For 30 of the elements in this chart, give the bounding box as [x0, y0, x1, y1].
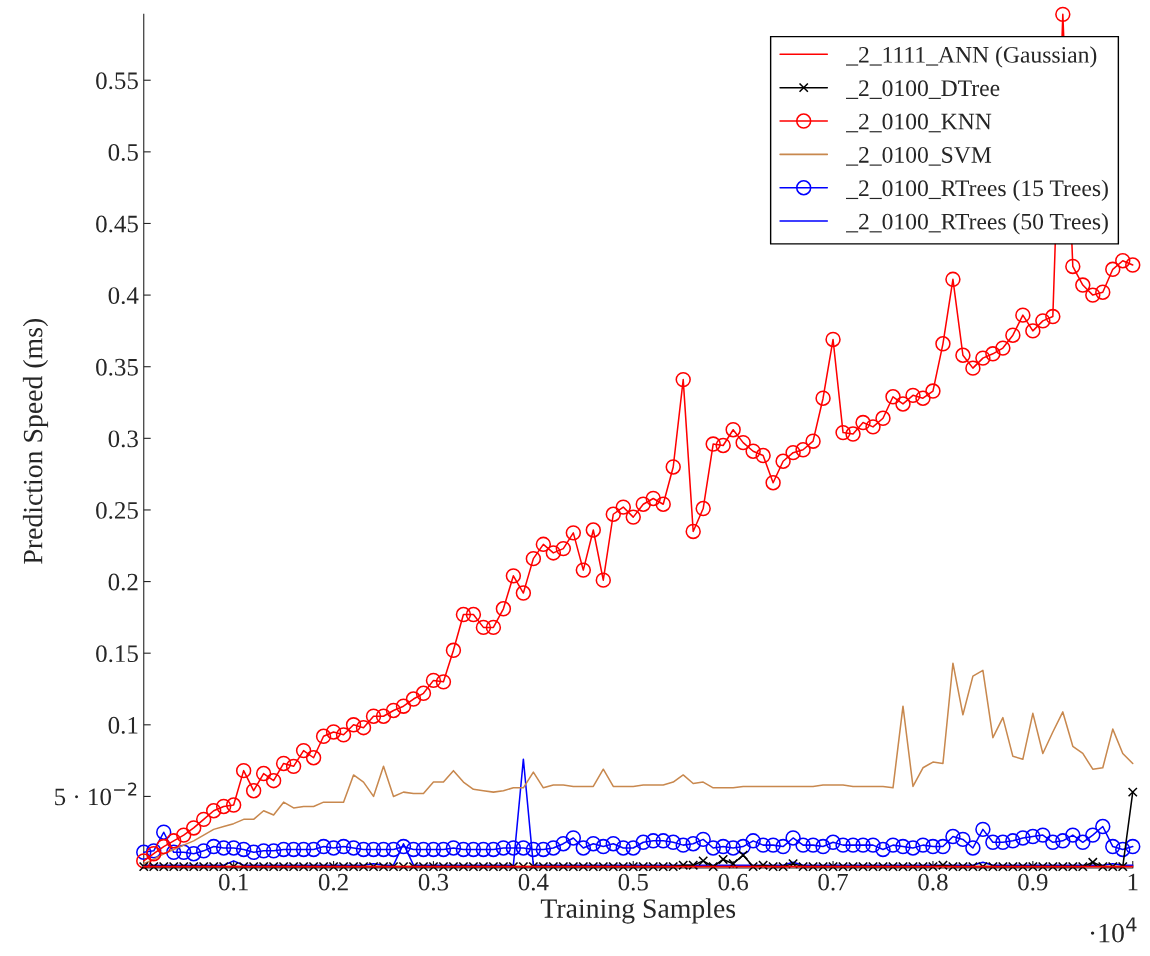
x-tick-label: 0.3	[418, 873, 449, 891]
legend-label: _2_0100_RTrees (15 Trees)	[846, 179, 1108, 202]
x-tick-label: 0.6	[718, 873, 749, 891]
legend-label: _2_1111_ANN (Gaussian)	[846, 46, 1097, 68]
text: ·10$^{4}$	[1090, 917, 1137, 943]
x-tick-label: 1	[1128, 873, 1138, 891]
y-axis-title: Prediction Speed (ms)	[22, 318, 49, 564]
y-tick-label: 0.25	[96, 502, 138, 519]
x-tick-label: 0.1	[218, 873, 248, 891]
x-tick-label: 0.9	[1018, 873, 1048, 891]
x-tick-label: 0.2	[318, 873, 348, 891]
y-tick-label: 5 · 10$^{−2}$	[55, 782, 137, 806]
y-tick-label: 0.1	[108, 716, 138, 734]
x-tick-label: 0.4	[518, 873, 549, 891]
x-tick-label: 0.7	[818, 873, 848, 891]
y-tick-label: 0.35	[96, 358, 138, 376]
x-tick-label: 0.8	[918, 873, 948, 891]
x-axis-title: Training Samples	[540, 898, 736, 924]
y-tick-label: 0.15	[96, 645, 138, 663]
legend-label: _2_0100_RTrees (50 Trees)	[846, 212, 1108, 235]
y-tick-label: 0.3	[108, 430, 138, 448]
y-tick-label: 0.45	[96, 215, 138, 233]
y-tick-label: 0.2	[108, 573, 138, 591]
legend-label: _2_0100_KNN	[846, 113, 992, 133]
legend-label: _2_0100_SVM	[846, 146, 992, 166]
x-tick-label: 0.5	[618, 873, 648, 891]
y-tick-label: 0.5	[108, 143, 138, 161]
y-tick-label: 0.4	[108, 287, 139, 305]
legend-label: _2_0100_DTree	[846, 80, 1000, 99]
y-tick-label: 0.55	[96, 72, 138, 90]
